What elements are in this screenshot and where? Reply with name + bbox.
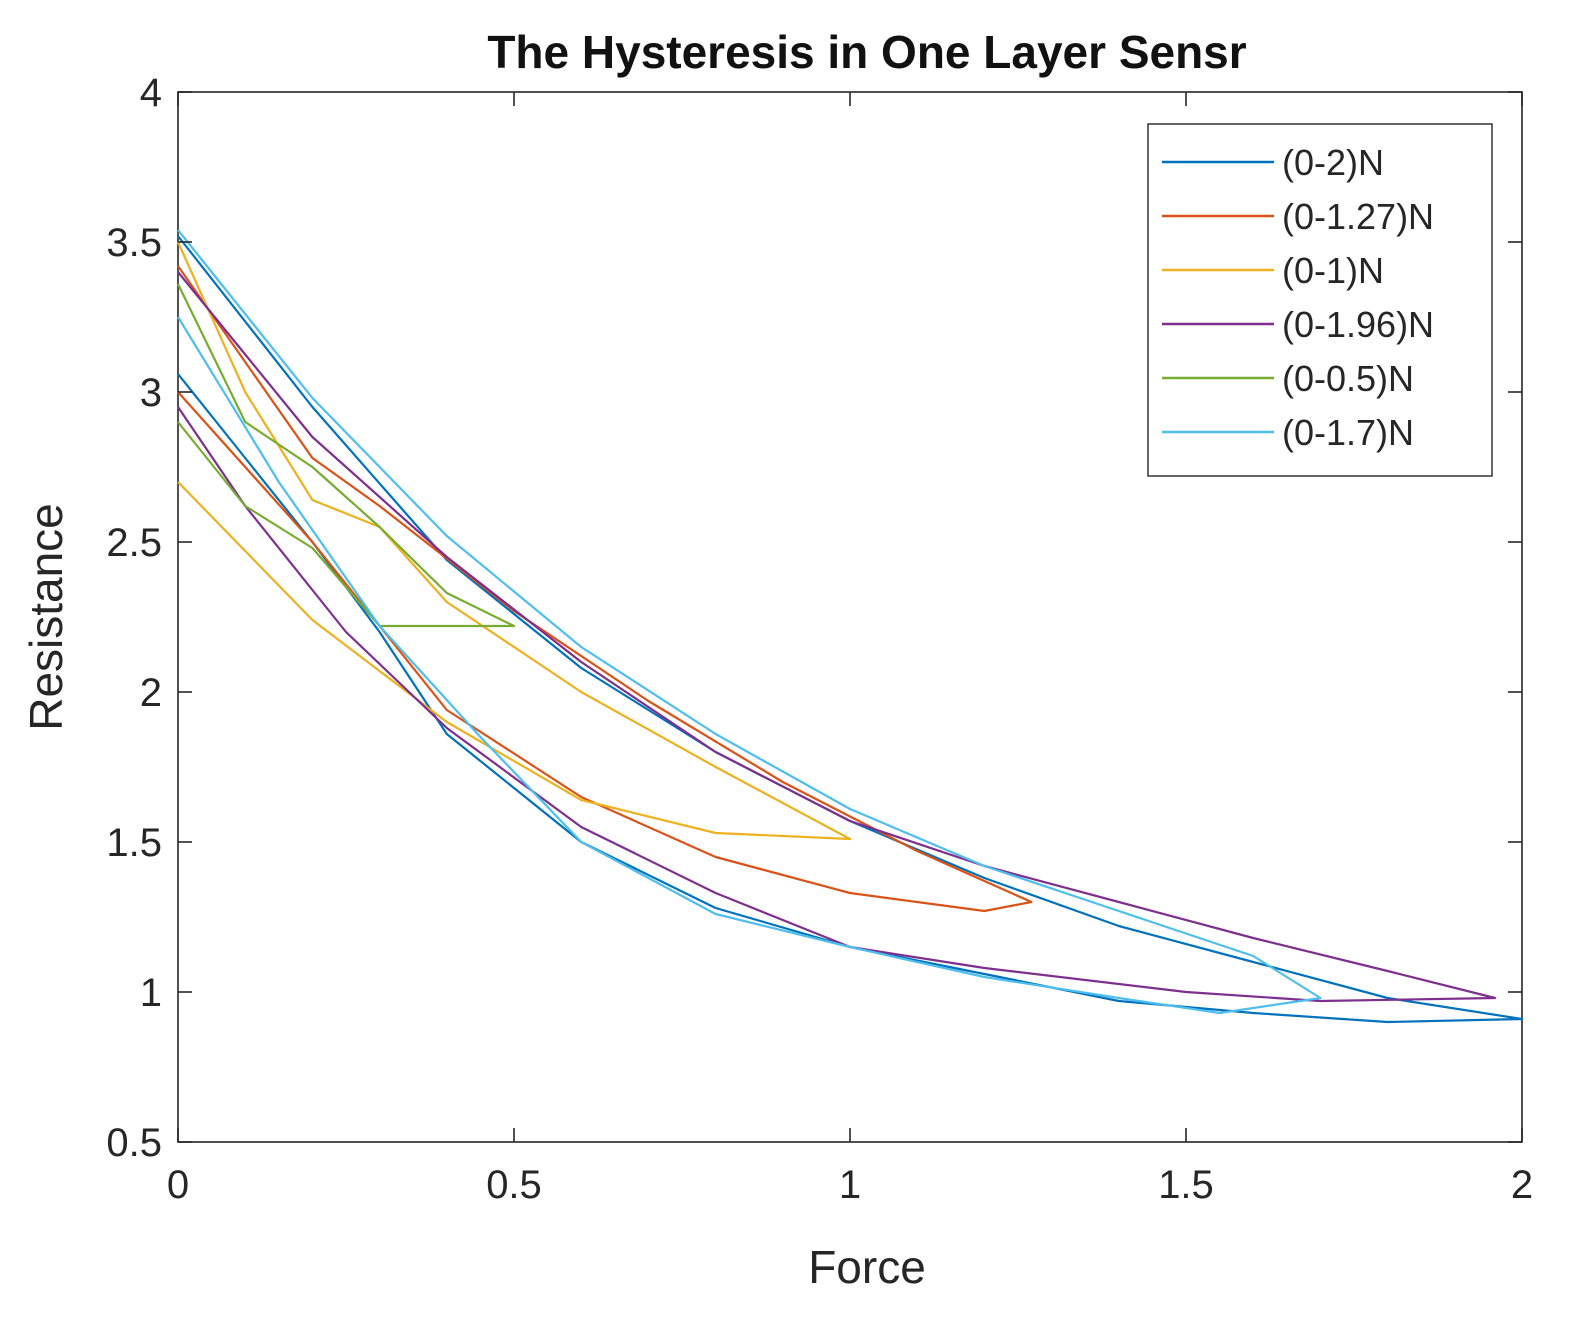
series-line-3 (176, 241, 852, 841)
y-tick-label: 2 (140, 671, 162, 715)
legend-label: (0-1.96)N (1282, 304, 1434, 345)
series-line-6 (177, 229, 1322, 1015)
legend-label: (0-1)N (1282, 250, 1384, 291)
legend-box (1147, 123, 1493, 477)
series-line-5 (177, 283, 516, 628)
y-tick-label: 0.5 (106, 1121, 162, 1165)
y-tick-label: 3 (140, 371, 162, 415)
legend-label: (0-1.27)N (1282, 196, 1434, 237)
y-tick-label: 3.5 (106, 221, 162, 265)
y-tick-label: 1.5 (106, 821, 162, 865)
series-group (176, 229, 1524, 1024)
legend-label: (0-0.5)N (1282, 358, 1414, 399)
x-tick-label: 0 (167, 1163, 189, 1207)
x-tick-label: 0.5 (486, 1163, 542, 1207)
y-tick-label: 4 (140, 71, 162, 115)
y-tick-label: 2.5 (106, 521, 162, 565)
chart-title: The Hysteresis in One Layer Sensr (487, 26, 1246, 78)
ticks-group: 0 0.5 1 1.5 20.511.522.533.54 (106, 71, 1533, 1207)
legend-label: (0-1.7)N (1282, 412, 1414, 453)
x-tick-label: 1 (839, 1163, 861, 1207)
series-line-2 (177, 265, 1033, 913)
series-line-4 (177, 271, 1497, 1003)
x-tick-label: 1.5 (1158, 1163, 1214, 1207)
y-tick-label: 1 (140, 971, 162, 1015)
legend-label: (0-2)N (1282, 142, 1384, 183)
x-tick-label: 2 (1511, 1163, 1533, 1207)
x-axis-label: Force (808, 1241, 926, 1293)
legend: (0-2)N (0-1.27)N (0-1)N (0-1.96)N (0-0.5)N (0… (1147, 123, 1493, 477)
y-axis-label: Resistance (20, 503, 72, 731)
